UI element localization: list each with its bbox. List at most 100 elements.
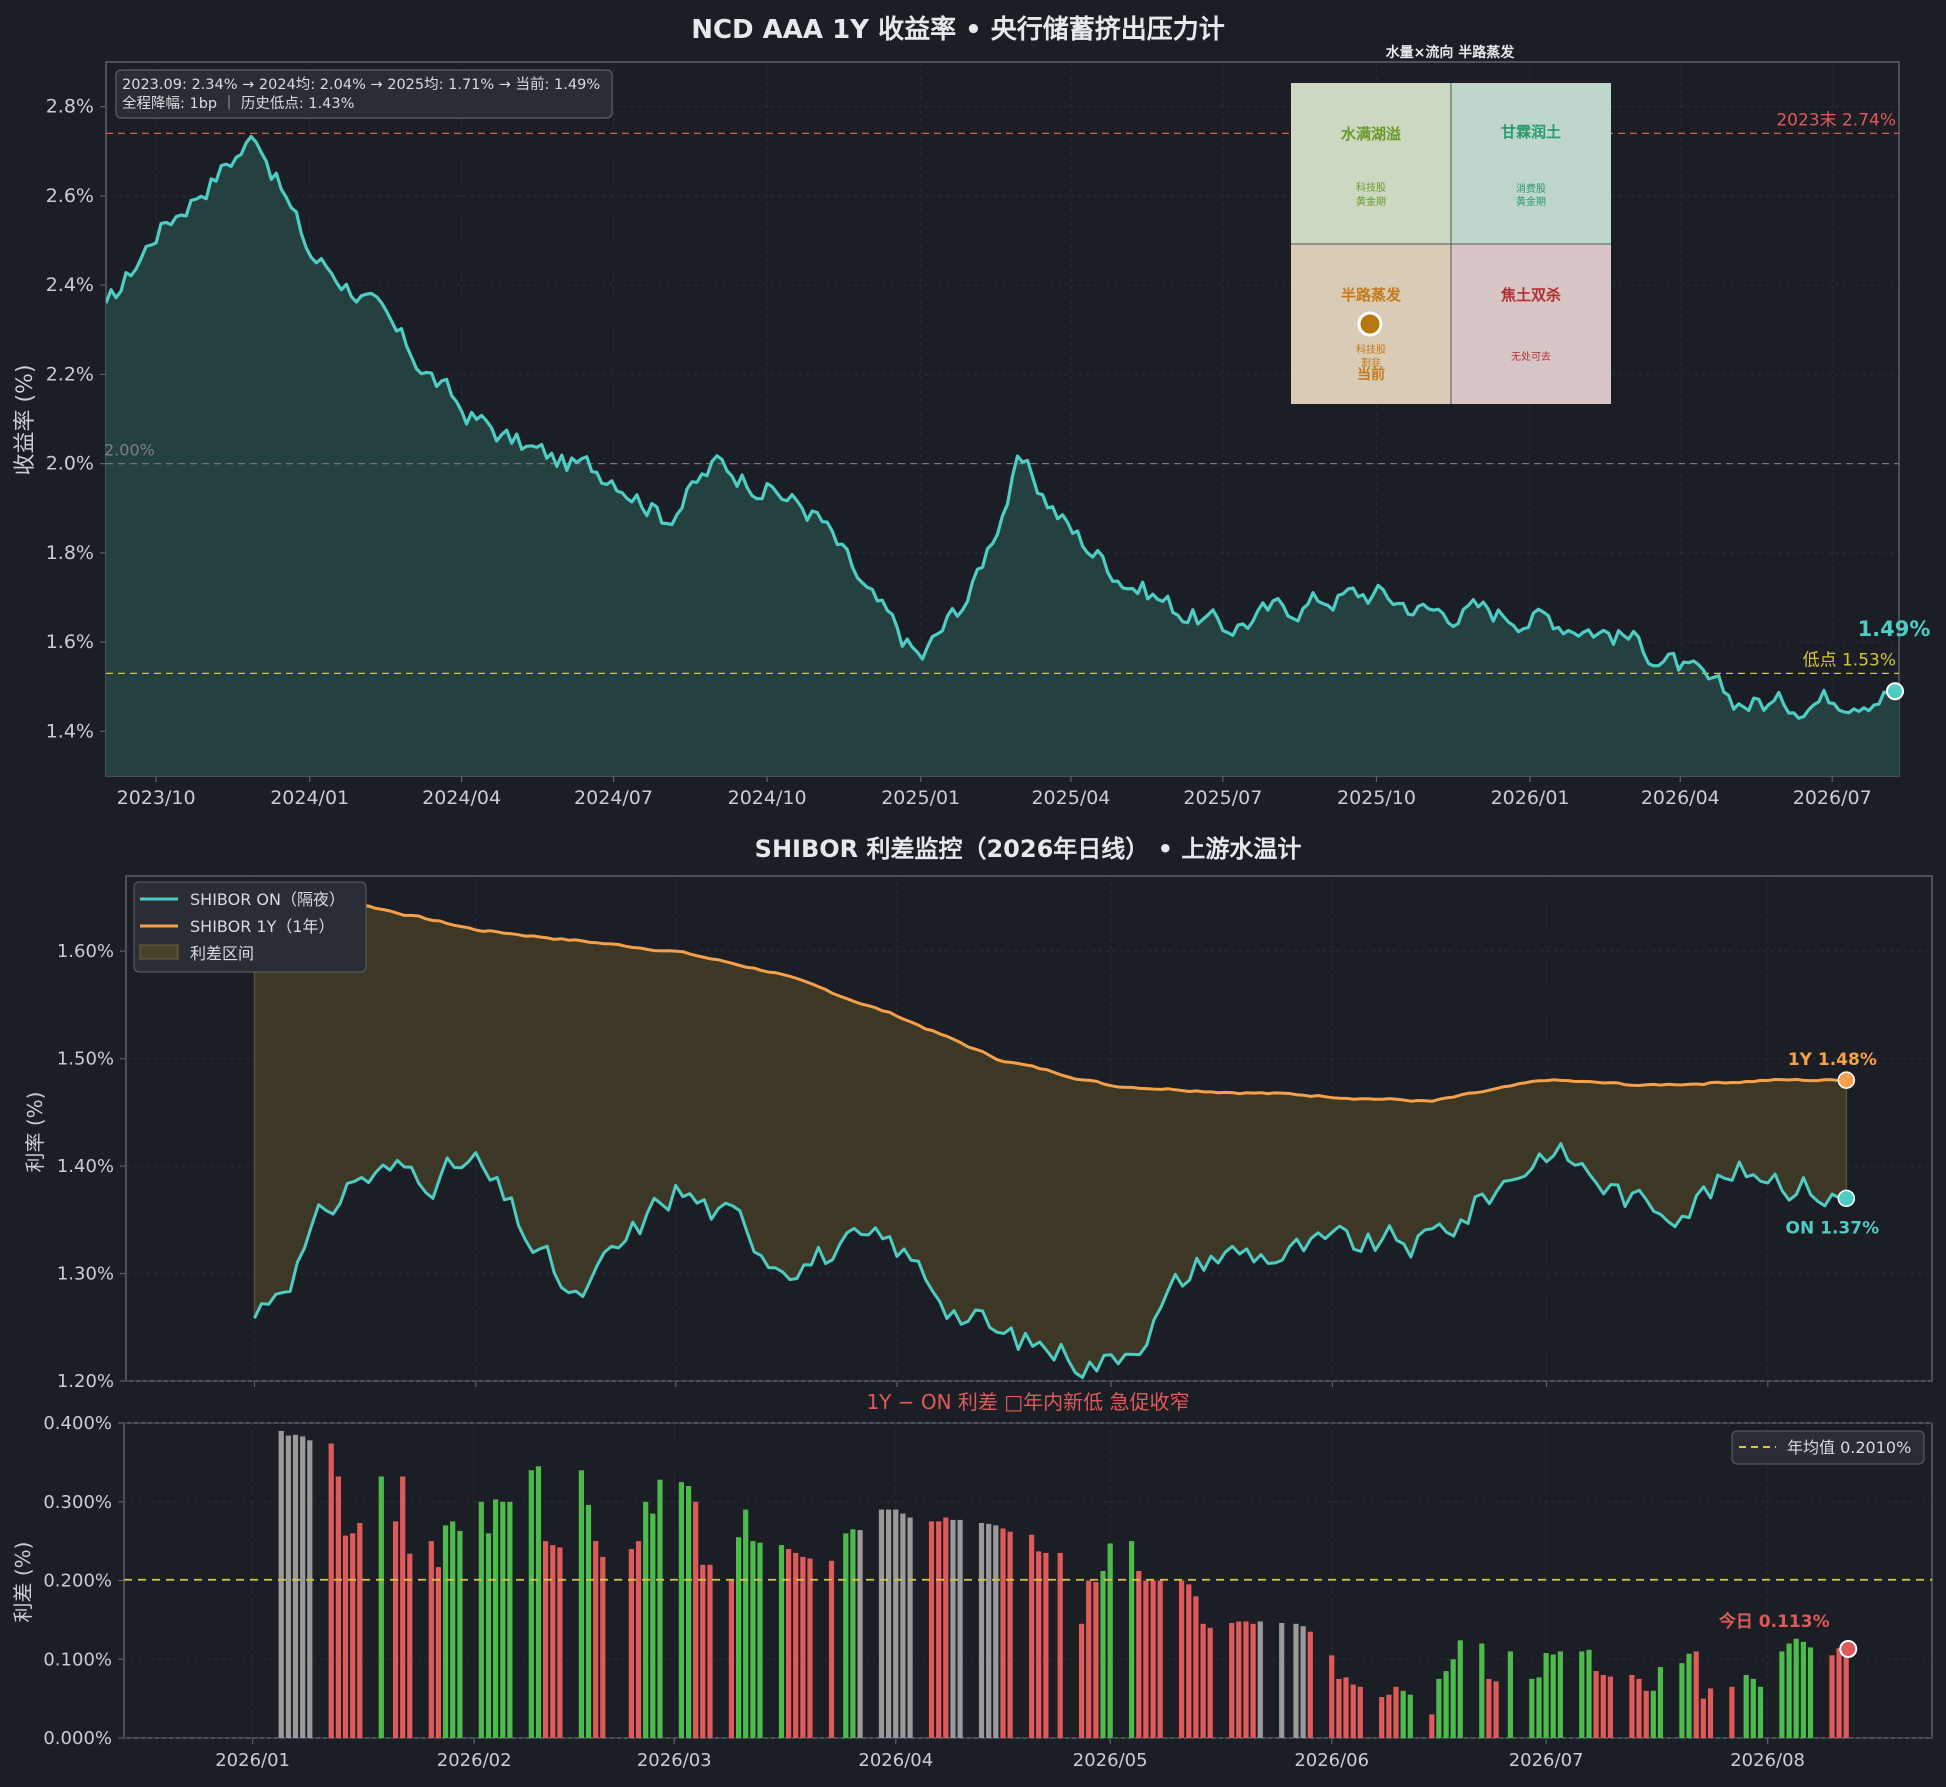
spread-bar [807, 1558, 813, 1738]
spread-bar [528, 1470, 534, 1739]
spread-bar [828, 1560, 835, 1738]
ref-label-2pct: 2.00% [104, 441, 155, 460]
spread-y-tick-label: 0.200% [43, 1571, 112, 1592]
spread-bar [1250, 1623, 1256, 1738]
spread-bar [1543, 1653, 1549, 1738]
spread-bar [1586, 1649, 1592, 1738]
ncd-yield-chart: NCD AAA 1Y 收益率 • 央行储蓄挤出压力计 1.4% 1.6% 1.8% 2… [13, 14, 1930, 809]
spread-x-tick-label: 2026/06 [1294, 1750, 1369, 1771]
spread-x-tick-label: 2026/02 [437, 1750, 512, 1771]
shibor-1y-end-label: 1Y 1.48% [1788, 1050, 1877, 1070]
spread-y-tick-label: 0.300% [43, 1492, 112, 1513]
spread-bar [1186, 1584, 1192, 1738]
spread-bar [1157, 1580, 1163, 1738]
spread-bar [1807, 1647, 1814, 1738]
quadrant-cell-br [1451, 244, 1611, 404]
spread-bar [1307, 1631, 1313, 1738]
spread-today-point [1839, 1640, 1858, 1659]
spread-bar [993, 1525, 999, 1738]
spread-x-tick-label: 2026/04 [858, 1750, 933, 1771]
spread-bar [400, 1476, 406, 1738]
ncd-y-tick-label: 1.4% [46, 720, 94, 742]
spread-bar [1443, 1671, 1449, 1738]
shibor-y-tick-label: 1.50% [57, 1049, 114, 1070]
spread-bar [1557, 1651, 1563, 1738]
spread-bar [1179, 1580, 1185, 1738]
spread-bar [1843, 1649, 1849, 1738]
shibor-y-tick-label: 1.20% [57, 1371, 114, 1392]
spread-bar [950, 1519, 956, 1738]
spread-bar [857, 1530, 863, 1738]
spread-bar [1643, 1690, 1649, 1739]
spread-bar [1243, 1621, 1249, 1738]
spread-bar [1550, 1654, 1556, 1738]
spread-bar [1029, 1534, 1035, 1738]
spread-bar [1329, 1655, 1335, 1738]
spread-bar [743, 1509, 749, 1738]
spread-bar [350, 1533, 356, 1739]
spread-bar [593, 1541, 599, 1738]
quadrant-marker-label: 当前 [1357, 366, 1385, 383]
shibor-legend: SHIBOR ON（隔夜） SHIBOR 1Y（1年） 利差区间 [133, 881, 367, 973]
spread-bar [1793, 1638, 1799, 1738]
spread-bar [936, 1521, 942, 1738]
spread-today-label: 今日 0.113% [1719, 1611, 1830, 1632]
spread-bar [1700, 1698, 1706, 1738]
spread-bar [300, 1436, 306, 1738]
legend-on-label: SHIBOR ON（隔夜） [190, 890, 345, 909]
ncd-summary-box: 2023.09: 2.34% → 2024均: 2.04% → 2025均: 1… [115, 69, 613, 119]
spread-x-tick-label: 2026/08 [1730, 1750, 1805, 1771]
spread-bar [1457, 1640, 1463, 1738]
spread-bar [1493, 1681, 1499, 1738]
spread-bar [1229, 1623, 1235, 1738]
spread-bar-chart: 1Y − ON 利差 □年内新低 急促收窄 0.000% 0.100% 0.200%… [11, 1390, 1933, 1771]
spread-bar [1679, 1663, 1685, 1738]
ncd-x-tick-label: 2024/01 [270, 787, 349, 809]
ncd-y-tick-label: 1.8% [46, 542, 94, 564]
spread-bar [557, 1547, 563, 1738]
quadrant-sub1-tr: 消费股 [1516, 182, 1546, 195]
spread-x-tick-label: 2026/03 [637, 1750, 712, 1771]
ncd-current-point [1886, 682, 1904, 701]
spread-bar [1800, 1641, 1806, 1738]
spread-bar [1057, 1552, 1063, 1738]
spread-x-tick-label: 2026/07 [1509, 1750, 1584, 1771]
spread-bar [357, 1523, 363, 1738]
ncd-yield-line [106, 134, 1899, 720]
spread-bar [1693, 1651, 1699, 1738]
ncd-y-axis-label: 收益率 (%) [13, 364, 38, 475]
spread-bar [1757, 1686, 1764, 1738]
spread-bar [1579, 1651, 1585, 1738]
shibor-x-ticks [253, 1381, 1769, 1387]
ncd-x-tick-label: 2025/07 [1183, 787, 1262, 809]
spread-bar [435, 1567, 441, 1738]
spread-bar [1507, 1651, 1513, 1738]
spread-bar [1350, 1684, 1356, 1738]
spread-bar [1257, 1621, 1263, 1738]
legend-1y-label: SHIBOR 1Y（1年） [190, 917, 335, 936]
spread-bar [1207, 1627, 1213, 1739]
quadrant-title: 水量×流向 半路蒸发 [1386, 44, 1516, 61]
ncd-x-tick-label: 2024/04 [422, 787, 501, 809]
spread-bar [643, 1501, 649, 1739]
spread-bar [335, 1476, 341, 1738]
ncd-x-tick-label: 2024/07 [574, 787, 653, 809]
shibor-y-tick-labels: 1.20% 1.30% 1.40% 1.50% 1.60% [57, 941, 114, 1392]
spread-y-tick-label: 0.400% [43, 1413, 112, 1434]
ref-label-2023-end: 2023末 2.74% [1776, 110, 1896, 130]
ncd-x-tick-label: 2026/04 [1641, 787, 1720, 809]
spread-bar [457, 1530, 463, 1738]
spread-bar [1386, 1694, 1392, 1738]
ncd-x-tick-label: 2023/10 [117, 787, 196, 809]
ncd-chart-title: NCD AAA 1Y 收益率 • 央行储蓄挤出压力计 [691, 14, 1225, 45]
spread-bar [1143, 1580, 1149, 1738]
spread-bar [543, 1541, 549, 1738]
spread-bar [1007, 1531, 1013, 1738]
spread-bar [443, 1525, 449, 1738]
spread-bar [500, 1501, 506, 1739]
spread-bar [1529, 1678, 1535, 1738]
shibor-y-tick-label: 1.40% [57, 1156, 114, 1177]
quadrant-name-bl: 半路蒸发 [1341, 286, 1402, 304]
spread-bar [1836, 1648, 1842, 1738]
spread-bar [635, 1541, 642, 1738]
